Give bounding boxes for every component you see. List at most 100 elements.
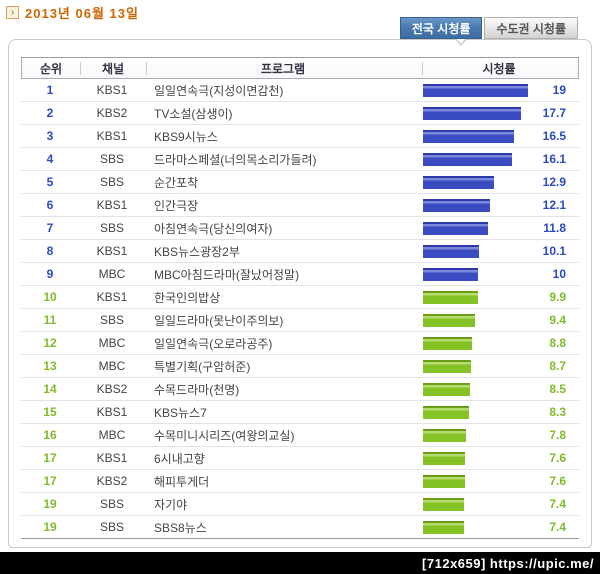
channel-cell: MBC (98, 428, 126, 442)
watermark-text: [712x659] https://upic.me/ (422, 555, 594, 571)
rating-bar (423, 359, 471, 373)
ratings-table: 순위 채널 프로그램 시청률 1 KBS1 일일연속극(지성이면감천) 19 2… (21, 57, 579, 539)
rank-cell: 8 (46, 244, 54, 258)
program-cell: 6시내고향 (154, 451, 205, 466)
tab-metro-ratings[interactable]: 수도권 시청률 (484, 17, 578, 39)
program-cell: 인간극장 (154, 198, 199, 213)
program-cell: KBS9시뉴스 (154, 129, 218, 144)
channel-cell: SBS (99, 175, 124, 189)
table-row: 11 SBS 일일드라마(못난이주의보) 9.4 (21, 309, 579, 332)
header-divider (146, 62, 147, 75)
rating-value: 7.4 (549, 497, 566, 511)
table-row: 4 SBS 드라마스페셜(너의목소리가들려) 16.1 (21, 148, 579, 171)
ratings-panel: 순위 채널 프로그램 시청률 1 KBS1 일일연속극(지성이면감천) 19 2… (8, 38, 592, 548)
rating-bar (423, 313, 475, 327)
table-rows: 1 KBS1 일일연속극(지성이면감천) 19 2 KBS2 TV소설(삼생이)… (21, 79, 579, 539)
rating-bar (423, 290, 478, 304)
table-row: 14 KBS2 수목드라마(천명) 8.5 (21, 378, 579, 401)
column-header-program: 프로그램 (260, 61, 306, 76)
column-header-rating: 시청률 (482, 61, 516, 76)
program-cell: 아침연속극(당신의여자) (154, 221, 273, 236)
rating-value: 17.7 (542, 106, 566, 120)
rating-cell: 10.1 (421, 240, 579, 263)
rating-cell: 7.8 (421, 424, 579, 447)
rank-cell: 12 (43, 336, 57, 350)
program-cell: 드라마스페셜(너의목소리가들려) (154, 152, 317, 167)
rating-value: 7.6 (549, 474, 566, 488)
rank-cell: 10 (43, 290, 57, 304)
table-row: 15 KBS1 KBS뉴스7 8.3 (21, 401, 579, 424)
table-header-row: 순위 채널 프로그램 시청률 (21, 57, 579, 79)
rating-value: 9.4 (549, 313, 566, 327)
rating-value: 11.8 (543, 221, 566, 235)
channel-cell: MBC (98, 267, 126, 281)
program-cell: 한국인의밥상 (154, 290, 221, 305)
rating-cell: 11.8 (421, 217, 579, 240)
channel-cell: KBS2 (96, 474, 128, 488)
tab-national-ratings[interactable]: 전국 시청률 (399, 17, 483, 39)
rating-cell: 8.8 (421, 332, 579, 355)
table-row: 12 MBC 일일연속극(오로라공주) 8.8 (21, 332, 579, 355)
rank-cell: 2 (46, 106, 54, 120)
rating-cell: 16.5 (421, 125, 579, 148)
rating-value: 9.9 (549, 290, 566, 304)
program-cell: KBS뉴스7 (154, 405, 207, 420)
program-cell: 수목미니시리즈(여왕의교실) (154, 428, 295, 443)
table-row: 9 MBC MBC아침드라마(잘났어정말) 10 (21, 263, 579, 286)
column-header-rank: 순위 (39, 61, 63, 76)
rating-bar (423, 152, 512, 166)
rating-bar (423, 83, 528, 97)
table-row: 19 SBS 자기야 7.4 (21, 493, 579, 516)
rank-cell: 17 (43, 474, 57, 488)
tab-notch-inner (456, 38, 466, 44)
rating-cell: 12.1 (421, 194, 579, 217)
rating-cell: 19 (421, 79, 579, 102)
rating-bar (423, 175, 494, 189)
program-cell: 일일연속극(지성이면감천) (154, 83, 284, 98)
rank-cell: 19 (43, 497, 57, 511)
rating-value: 8.3 (549, 405, 566, 419)
rating-value: 8.5 (549, 382, 566, 396)
channel-cell: KBS1 (96, 451, 128, 465)
channel-cell: KBS1 (96, 290, 128, 304)
watermark-bar: [712x659] https://upic.me/ (0, 552, 600, 574)
table-row: 16 MBC 수목미니시리즈(여왕의교실) 7.8 (21, 424, 579, 447)
rating-bar (423, 244, 479, 258)
channel-cell: MBC (98, 359, 126, 373)
rating-value: 7.6 (549, 451, 566, 465)
channel-cell: SBS (99, 497, 124, 511)
rating-bar (423, 129, 514, 143)
channel-cell: KBS1 (96, 198, 128, 212)
table-row: 17 KBS2 해피투게더 7.6 (21, 470, 579, 493)
rating-cell: 7.4 (421, 516, 579, 539)
program-cell: SBS8뉴스 (154, 520, 207, 535)
rating-cell: 8.5 (421, 378, 579, 401)
rating-cell: 7.4 (421, 493, 579, 516)
program-cell: 해피투게더 (154, 474, 210, 489)
channel-cell: KBS2 (96, 106, 128, 120)
rating-bar (423, 428, 466, 442)
table-row: 6 KBS1 인간극장 12.1 (21, 194, 579, 217)
rating-value: 10 (552, 267, 566, 281)
channel-cell: SBS (99, 313, 124, 327)
header-divider (80, 62, 81, 75)
rating-cell: 8.3 (421, 401, 579, 424)
header-divider (422, 62, 423, 75)
rating-value: 8.7 (549, 359, 566, 373)
rating-bar (423, 198, 490, 212)
rating-bar (423, 221, 488, 235)
channel-cell: KBS2 (96, 382, 128, 396)
program-cell: 일일연속극(오로라공주) (154, 336, 273, 351)
program-cell: 자기야 (154, 497, 188, 512)
rating-value: 10.1 (542, 244, 566, 258)
rating-cell: 7.6 (421, 470, 579, 493)
table-row: 10 KBS1 한국인의밥상 9.9 (21, 286, 579, 309)
rating-bar (423, 451, 465, 465)
table-row: 2 KBS2 TV소설(삼생이) 17.7 (21, 102, 579, 125)
rank-cell: 13 (43, 359, 57, 373)
rank-cell: 14 (43, 382, 57, 396)
rating-bar (423, 520, 464, 534)
rating-cell: 9.4 (421, 309, 579, 332)
rating-value: 16.1 (542, 152, 566, 166)
